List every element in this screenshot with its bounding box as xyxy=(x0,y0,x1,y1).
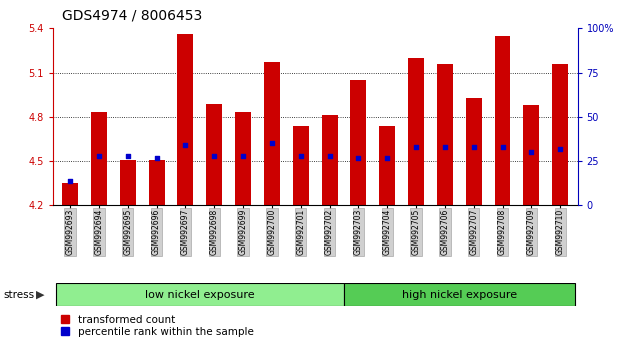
Text: GSM992709: GSM992709 xyxy=(527,209,536,255)
Point xyxy=(383,155,392,160)
Text: GSM992695: GSM992695 xyxy=(123,209,132,255)
Text: high nickel exposure: high nickel exposure xyxy=(402,290,517,300)
Text: GSM992710: GSM992710 xyxy=(556,209,564,255)
Point xyxy=(238,153,248,159)
Bar xyxy=(148,160,165,205)
Text: GSM992700: GSM992700 xyxy=(268,209,276,255)
Bar xyxy=(344,283,574,306)
Text: GDS4974 / 8006453: GDS4974 / 8006453 xyxy=(62,9,202,23)
Bar xyxy=(120,160,135,205)
Bar xyxy=(293,126,309,205)
Point xyxy=(469,144,479,150)
Point xyxy=(411,144,421,150)
Text: GSM992698: GSM992698 xyxy=(210,209,219,255)
Bar xyxy=(178,34,193,205)
Text: GSM992699: GSM992699 xyxy=(238,209,248,255)
Point xyxy=(181,142,191,148)
Bar xyxy=(350,80,366,205)
Bar xyxy=(322,115,337,205)
Text: GSM992696: GSM992696 xyxy=(152,209,161,255)
Text: GSM992694: GSM992694 xyxy=(94,209,104,255)
Point xyxy=(123,153,133,159)
Point xyxy=(440,144,450,150)
Bar xyxy=(91,113,107,205)
Text: GSM992706: GSM992706 xyxy=(440,209,450,255)
Text: ▶: ▶ xyxy=(36,290,45,300)
Text: GSM992693: GSM992693 xyxy=(66,209,75,255)
Bar xyxy=(235,113,251,205)
Point xyxy=(497,144,507,150)
Bar xyxy=(437,64,453,205)
Bar xyxy=(408,58,424,205)
Point xyxy=(325,153,335,159)
Text: GSM992703: GSM992703 xyxy=(354,209,363,255)
Bar xyxy=(552,64,568,205)
Bar xyxy=(495,36,510,205)
Point xyxy=(94,153,104,159)
Text: GSM992705: GSM992705 xyxy=(412,209,420,255)
Point xyxy=(152,155,161,160)
Text: low nickel exposure: low nickel exposure xyxy=(145,290,255,300)
Point xyxy=(209,153,219,159)
Bar xyxy=(62,183,78,205)
Text: GSM992702: GSM992702 xyxy=(325,209,334,255)
Text: GSM992704: GSM992704 xyxy=(383,209,392,255)
Text: GSM992697: GSM992697 xyxy=(181,209,190,255)
Point xyxy=(527,149,537,155)
Bar xyxy=(56,283,344,306)
Text: GSM992708: GSM992708 xyxy=(498,209,507,255)
Bar xyxy=(466,98,482,205)
Bar xyxy=(264,62,280,205)
Bar xyxy=(206,104,222,205)
Point xyxy=(555,146,565,152)
Legend: transformed count, percentile rank within the sample: transformed count, percentile rank withi… xyxy=(61,315,253,337)
Text: GSM992707: GSM992707 xyxy=(469,209,478,255)
Point xyxy=(353,155,363,160)
Point xyxy=(296,153,306,159)
Text: stress: stress xyxy=(3,290,34,300)
Text: GSM992701: GSM992701 xyxy=(296,209,306,255)
Bar xyxy=(379,126,395,205)
Bar xyxy=(524,105,539,205)
Point xyxy=(267,141,277,146)
Point xyxy=(65,178,75,183)
